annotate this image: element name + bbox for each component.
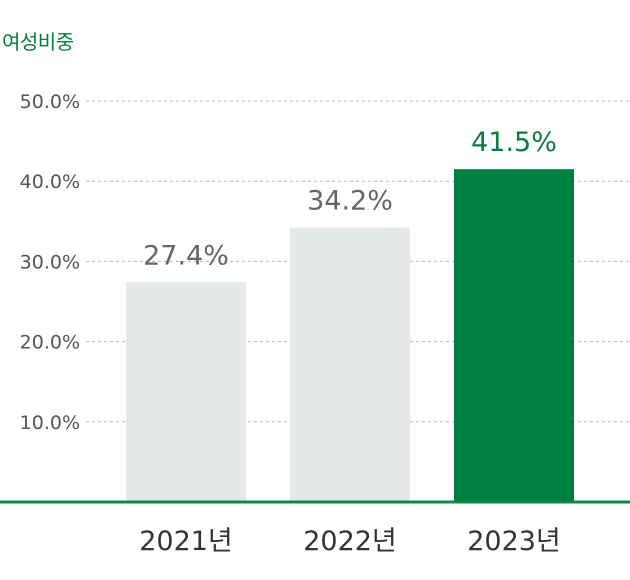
bar bbox=[454, 169, 574, 503]
x-category-label: 2021년 bbox=[139, 526, 233, 557]
y-tick-label: 30.0% bbox=[20, 251, 80, 273]
chart-title: 여성비중 bbox=[2, 30, 74, 54]
y-tick-label: 10.0% bbox=[20, 412, 80, 434]
bar-value-label: 41.5% bbox=[471, 127, 557, 158]
x-category-label: 2022년 bbox=[303, 526, 397, 557]
bar bbox=[290, 227, 410, 502]
x-category-label: 2023년 bbox=[467, 526, 561, 557]
y-tick-label: 20.0% bbox=[20, 332, 80, 354]
bar-value-label: 27.4% bbox=[143, 240, 229, 271]
bar bbox=[126, 282, 246, 502]
y-tick-label: 40.0% bbox=[20, 171, 80, 193]
bar-value-label: 34.2% bbox=[307, 186, 393, 217]
y-tick-label: 50.0% bbox=[20, 91, 80, 113]
